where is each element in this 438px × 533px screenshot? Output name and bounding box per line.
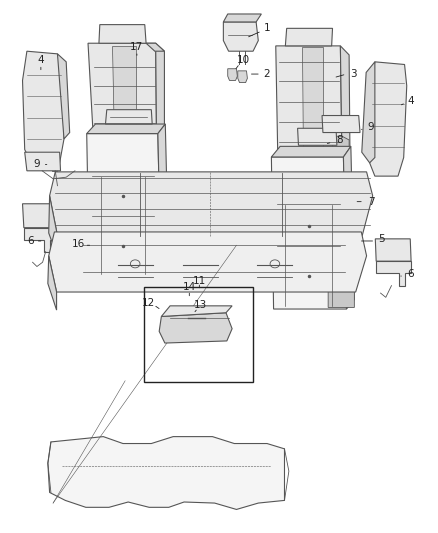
Polygon shape: [88, 43, 156, 144]
Polygon shape: [332, 136, 349, 159]
Bar: [144, 287, 253, 382]
Text: 7: 7: [367, 197, 374, 207]
Text: 1: 1: [264, 23, 270, 34]
Polygon shape: [87, 124, 165, 134]
Polygon shape: [155, 43, 164, 144]
Polygon shape: [238, 71, 247, 83]
Polygon shape: [161, 306, 232, 317]
Polygon shape: [376, 261, 411, 286]
Text: 2: 2: [264, 69, 270, 79]
Polygon shape: [340, 46, 350, 165]
Polygon shape: [49, 172, 373, 236]
Text: 6: 6: [27, 236, 34, 246]
Polygon shape: [272, 147, 351, 157]
Text: 13: 13: [194, 300, 207, 310]
Text: 12: 12: [141, 297, 155, 308]
Polygon shape: [49, 196, 57, 257]
Text: 11: 11: [193, 277, 206, 286]
Polygon shape: [57, 54, 70, 139]
Text: 4: 4: [38, 55, 44, 65]
Polygon shape: [48, 256, 57, 310]
Polygon shape: [228, 69, 237, 80]
Text: 16: 16: [72, 239, 85, 249]
Text: 6: 6: [407, 270, 413, 279]
Polygon shape: [87, 134, 161, 277]
Polygon shape: [272, 157, 346, 309]
Polygon shape: [99, 25, 146, 43]
Polygon shape: [362, 62, 375, 163]
Text: 14: 14: [183, 282, 196, 292]
Text: 10: 10: [237, 55, 250, 65]
Polygon shape: [276, 46, 342, 165]
Polygon shape: [297, 128, 337, 146]
Polygon shape: [286, 28, 332, 46]
Polygon shape: [375, 239, 411, 261]
Polygon shape: [25, 152, 60, 171]
Polygon shape: [24, 228, 57, 252]
Polygon shape: [22, 51, 64, 163]
Polygon shape: [302, 47, 323, 163]
Polygon shape: [158, 124, 169, 277]
Polygon shape: [159, 313, 232, 343]
Text: 4: 4: [408, 95, 414, 106]
Polygon shape: [146, 43, 164, 51]
Polygon shape: [22, 204, 57, 228]
Polygon shape: [370, 62, 407, 176]
Polygon shape: [112, 46, 136, 142]
Polygon shape: [328, 278, 354, 308]
Text: 9: 9: [33, 159, 40, 169]
Text: 3: 3: [350, 69, 357, 79]
Polygon shape: [343, 147, 354, 309]
Polygon shape: [223, 14, 261, 22]
Text: 9: 9: [367, 122, 374, 132]
Text: 17: 17: [130, 43, 144, 52]
Polygon shape: [49, 232, 367, 292]
Polygon shape: [223, 22, 258, 51]
Polygon shape: [52, 163, 57, 171]
Polygon shape: [106, 110, 152, 124]
Polygon shape: [48, 437, 285, 510]
Text: 8: 8: [336, 135, 343, 145]
Text: 5: 5: [378, 234, 385, 244]
Polygon shape: [322, 116, 360, 133]
